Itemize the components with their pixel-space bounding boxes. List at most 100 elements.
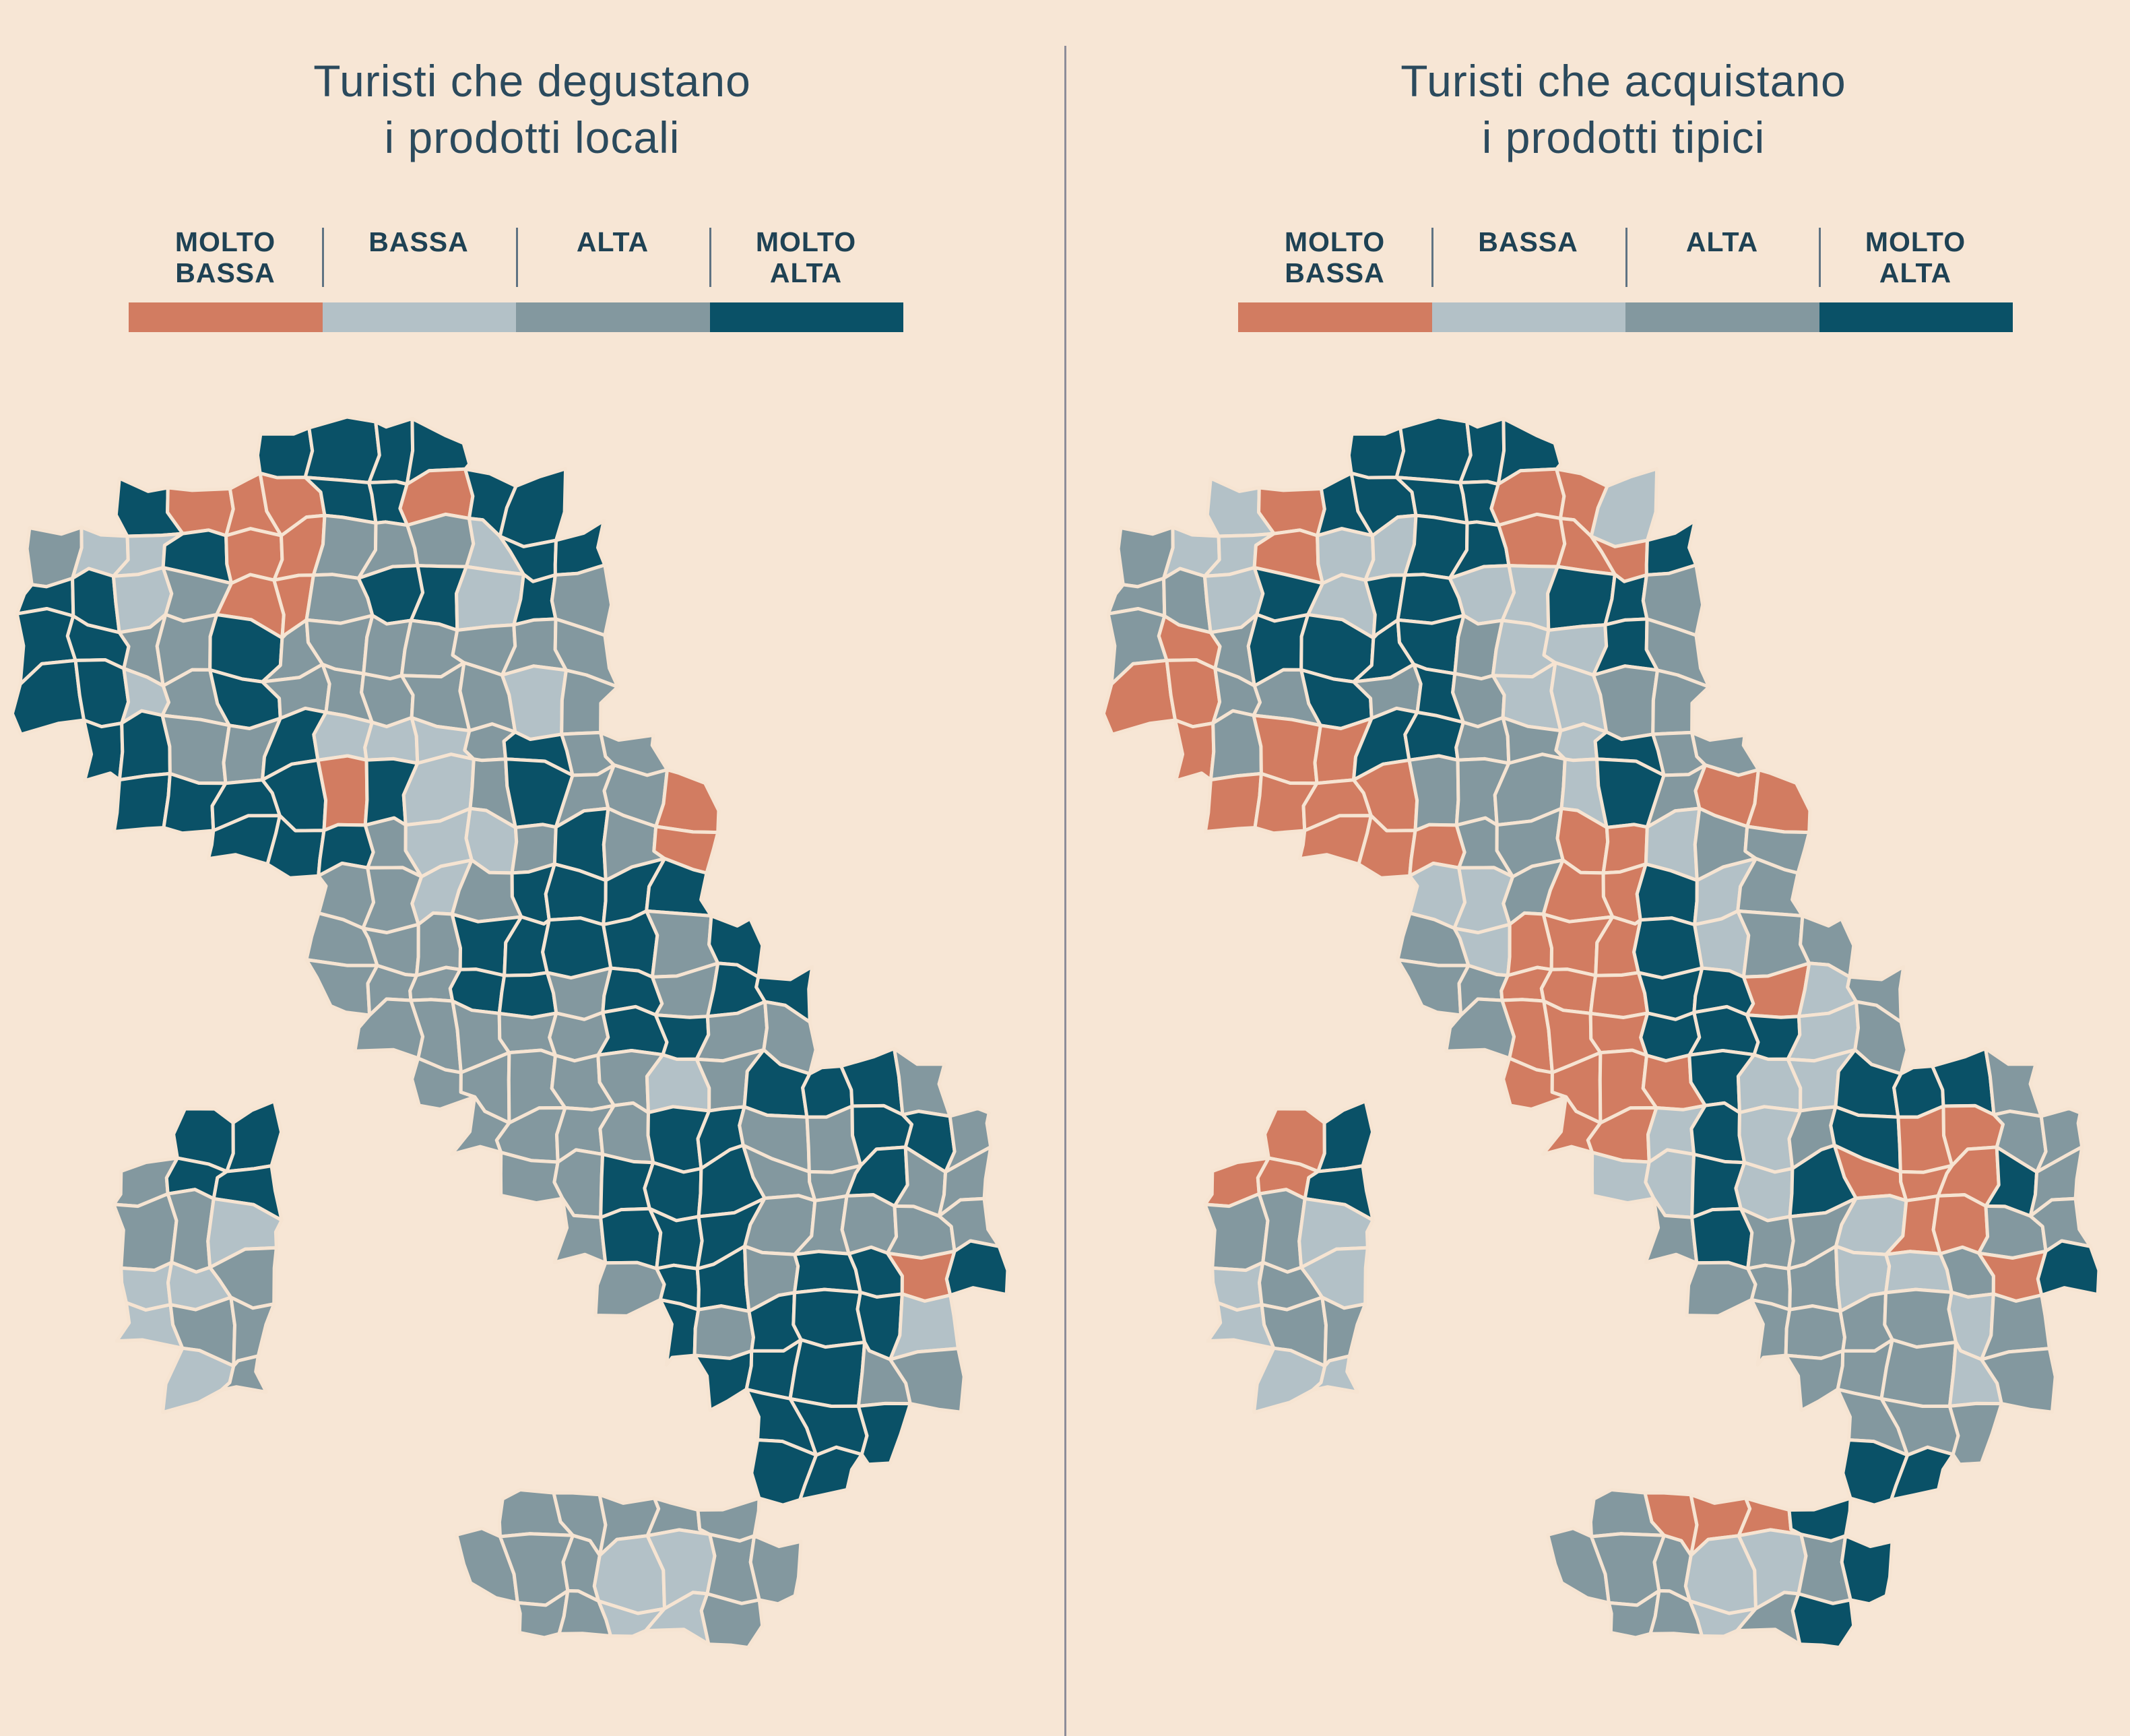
swatch-alta [516, 302, 710, 332]
province-cell [1931, 1193, 1990, 1256]
province-cell [316, 754, 369, 833]
province-cell [692, 1349, 754, 1413]
province-cell [1589, 467, 1659, 548]
map-degustano [10, 415, 1010, 1650]
province-cell [1749, 1297, 1792, 1367]
province-cell [497, 1011, 558, 1058]
province-cell [1879, 1338, 1958, 1408]
province-cell [1203, 1192, 1270, 1273]
province-cell [792, 1287, 867, 1349]
province-cell [1347, 426, 1406, 480]
province-cell [166, 486, 235, 538]
title-line2: i prodotti tipici [1481, 112, 1766, 162]
legend-label-alta: ALTA [576, 226, 649, 257]
province-cell [303, 415, 381, 484]
province-cell [166, 1188, 216, 1274]
province-cell [1883, 1287, 1958, 1349]
province-cell [798, 1445, 864, 1502]
swatch-molto-bassa [1238, 302, 1432, 332]
legend-label-molto-alta: MOLTO ALTA [1865, 226, 1966, 288]
province-cell [1454, 715, 1511, 765]
legend-label-alta: ALTA [1685, 226, 1759, 257]
divider-line [1064, 46, 1066, 1736]
province-cell [82, 718, 125, 783]
province-cell [225, 1099, 284, 1174]
panel-acquistano: Turisti che acquistano i prodotti tipici… [1066, 0, 2130, 1736]
province-cell [1984, 1046, 2043, 1118]
title-line1: Turisti che degustano [313, 56, 751, 106]
legend-degustano: MOLTO BASSA BASSA ALTA MOLTO ALTA [129, 226, 903, 334]
province-cell [748, 1534, 803, 1606]
province-cell [1497, 512, 1567, 569]
map-acquistano [1101, 415, 2101, 1650]
province-cell [692, 1304, 755, 1360]
province-cell [1203, 771, 1263, 833]
legend-separator [322, 228, 324, 287]
province-cell [593, 1260, 666, 1318]
province-cell [599, 1207, 663, 1271]
province-cell [658, 1297, 701, 1367]
swatch-bassa [1431, 302, 1625, 332]
legend-acquistano: MOLTO BASSA BASSA ALTA MOLTO ALTA [1238, 226, 2013, 334]
province-cell [840, 1193, 899, 1256]
swatch-alta [1625, 302, 1819, 332]
swatch-molto-alta [1819, 302, 2013, 332]
legend-colorbar [129, 302, 903, 332]
legend-label-bassa: BASSA [1478, 226, 1578, 257]
province-cell [2036, 1239, 2101, 1297]
province-cell [1947, 1401, 2003, 1467]
legend-colorbar [1238, 302, 2013, 332]
province-cell [363, 715, 420, 765]
legend-separator [709, 228, 711, 287]
province-cell [1316, 1099, 1375, 1174]
province-cell [1840, 1534, 1894, 1606]
province-cell [1745, 768, 1812, 835]
province-cell [73, 658, 131, 729]
province-cell [1685, 1260, 1757, 1318]
province-cell [498, 467, 568, 548]
legend-labels: MOLTO BASSA BASSA ALTA MOLTO ALTA [1238, 226, 2013, 291]
title-line1: Turisti che acquistano [1400, 56, 1846, 106]
province-cell [406, 512, 476, 569]
province-cell [112, 1192, 179, 1273]
province-cell [112, 771, 172, 833]
legend-separator [1819, 228, 1821, 287]
province-cell [312, 710, 374, 762]
province-cell [1403, 710, 1465, 762]
province-cell [1394, 415, 1473, 484]
province-cell [255, 426, 315, 480]
province-cell [1165, 658, 1222, 729]
province-cell [889, 1347, 966, 1414]
province-cell [699, 1592, 765, 1650]
swatch-molto-bassa [129, 302, 323, 332]
swatch-molto-alta [709, 302, 903, 332]
panel-degustano: Turisti che degustano i prodotti locali … [0, 0, 1064, 1736]
province-cell [856, 1401, 912, 1467]
province-cell [1784, 1349, 1845, 1413]
province-cell [1257, 1188, 1307, 1274]
province-cell [1173, 718, 1216, 783]
province-cell [1890, 1445, 1955, 1502]
map-title-acquistano: Turisti che acquistano i prodotti tipici [1091, 53, 2130, 166]
province-cell [1588, 1011, 1650, 1058]
legend-separator [1431, 228, 1433, 287]
swatch-bassa [322, 302, 516, 332]
province-cell [893, 1046, 952, 1118]
legend-label-molto-bassa: MOLTO BASSA [1284, 226, 1386, 288]
province-cell [552, 1148, 605, 1219]
legend-label-molto-alta: MOLTO ALTA [755, 226, 857, 288]
legend-labels: MOLTO BASSA BASSA ALTA MOLTO ALTA [129, 226, 903, 291]
province-cell [1644, 1148, 1696, 1219]
province-cell [1784, 1304, 1846, 1360]
province-cell [1690, 1207, 1754, 1271]
province-cell [1407, 754, 1460, 833]
legend-separator [1625, 228, 1627, 287]
province-cell [1790, 1592, 1856, 1650]
title-line2: i prodotti locali [384, 112, 680, 162]
province-cell [788, 1338, 867, 1408]
legend-label-bassa: BASSA [368, 226, 469, 257]
province-cell [654, 768, 721, 835]
province-cell [1257, 486, 1326, 538]
province-cell [220, 1354, 268, 1394]
